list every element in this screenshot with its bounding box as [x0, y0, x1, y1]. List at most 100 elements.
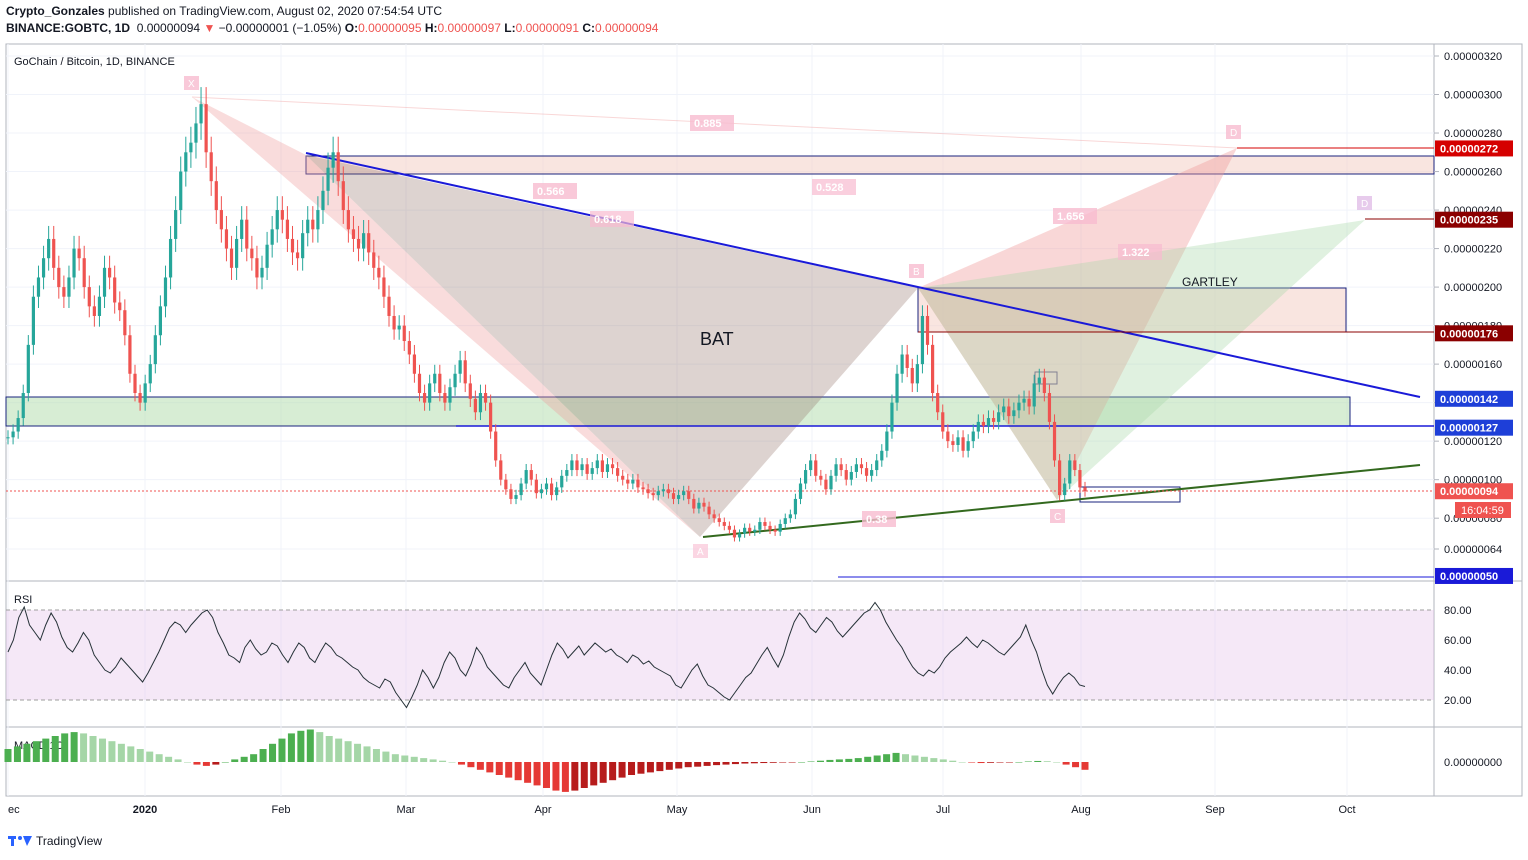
candle-body	[138, 393, 142, 403]
footer-brand[interactable]: TradingView	[8, 834, 102, 848]
macd-bar	[269, 743, 277, 762]
candle-body	[829, 475, 833, 490]
candle-body	[316, 210, 320, 230]
candle-body	[600, 460, 604, 472]
candle-body	[986, 418, 991, 426]
close-label: C:	[582, 21, 596, 35]
candle-body	[1052, 421, 1057, 461]
macd-bar	[779, 762, 787, 763]
candle-body	[915, 364, 919, 384]
candle-body	[362, 233, 366, 249]
candle-body	[311, 219, 315, 230]
macd-bar	[703, 762, 711, 766]
price-tag-box	[1435, 567, 1513, 584]
price-tag-box	[1435, 211, 1513, 228]
fib-label: 0.885	[694, 118, 722, 130]
candle-body	[478, 393, 483, 413]
candle-body	[768, 525, 772, 530]
candle-body	[41, 258, 46, 278]
candle-body	[1073, 460, 1077, 471]
candle-body	[331, 152, 335, 168]
candle-body	[682, 491, 686, 496]
candle-body	[529, 470, 533, 480]
candle-body	[570, 460, 574, 471]
time-axis[interactable]: ec 2020 Feb Mar Apr May Jun Jul Aug Sep Oct	[8, 804, 1356, 816]
macd-bar	[98, 738, 106, 762]
candle-body	[204, 104, 208, 153]
bat-label: BAT	[700, 329, 734, 349]
candle-body	[875, 460, 879, 471]
macd-bar	[4, 749, 12, 762]
candle-body	[463, 360, 467, 384]
macd-bar	[476, 762, 484, 770]
candle-body	[702, 502, 706, 507]
macd-bar	[798, 762, 806, 763]
macd-bar	[987, 762, 995, 763]
macd-bar	[1024, 761, 1032, 762]
candle-body	[651, 493, 655, 496]
author-name[interactable]: Crypto_Gonzales	[6, 4, 105, 18]
candle-body	[626, 479, 630, 484]
tradingview-logo-icon	[8, 836, 32, 846]
candle-body	[224, 229, 229, 249]
macd-bar	[448, 762, 456, 763]
candle-body	[788, 514, 792, 519]
macd-bar	[996, 762, 1004, 763]
candle-body	[179, 171, 183, 211]
candle-body	[158, 306, 163, 336]
macd-bar	[382, 751, 390, 762]
candle-body	[72, 248, 76, 278]
macd-bar	[354, 743, 362, 762]
candle-body	[880, 450, 884, 461]
macd-bar	[873, 755, 881, 762]
candle-body	[1007, 406, 1011, 417]
candle-body	[524, 470, 528, 484]
candle-body	[885, 431, 889, 451]
macd-bar	[439, 760, 447, 762]
candle-body	[443, 393, 447, 403]
candle-body	[240, 219, 244, 239]
rsi-axis: 80.00 60.00 40.00 20.00	[1444, 605, 1472, 707]
price-tick-label: 0.00000160	[1444, 359, 1502, 371]
candle-body	[372, 252, 376, 268]
macd-bar	[221, 762, 229, 763]
candle-body	[844, 470, 848, 480]
macd-bar	[883, 754, 891, 762]
candle-body	[118, 302, 122, 311]
macd-bar	[760, 762, 768, 764]
candle-body	[392, 315, 396, 330]
candle-body	[941, 412, 945, 432]
candle-body	[422, 393, 427, 403]
macd-bar	[769, 762, 777, 763]
candle-body	[321, 190, 325, 211]
macd-bar	[722, 762, 730, 765]
candle-body	[656, 491, 660, 496]
candle-body	[26, 344, 30, 394]
rsi-tick-label: 80.00	[1444, 605, 1472, 617]
price-axis[interactable]: 0.00000320 0.00000300 0.00000280 0.00000260…	[1434, 51, 1502, 556]
candle-body	[981, 421, 985, 426]
high-value: 0.00000097	[437, 21, 501, 35]
macd-bar	[165, 756, 173, 762]
macd-bar	[788, 762, 796, 763]
macd-bar	[42, 738, 50, 762]
macd-bar	[306, 729, 314, 762]
fib-label: 0.566	[537, 186, 565, 198]
macd-bar	[70, 732, 78, 762]
macd-bar	[599, 762, 607, 783]
price-tag-box	[1435, 325, 1513, 342]
macd-bar	[250, 754, 258, 762]
candle-body	[265, 244, 269, 268]
candle-body	[895, 373, 899, 403]
macd-bar	[429, 759, 437, 762]
ascending-trendline[interactable]	[702, 464, 1421, 538]
descending-trendline[interactable]	[305, 152, 1421, 398]
price-tick-label: 0.00000200	[1444, 282, 1502, 294]
point-b-box	[909, 264, 924, 278]
candle-body	[636, 479, 640, 488]
price-tag: 0.00000050	[1435, 567, 1513, 584]
candle-body	[92, 306, 96, 316]
candle-body	[21, 393, 25, 419]
high-label: H:	[424, 21, 438, 35]
